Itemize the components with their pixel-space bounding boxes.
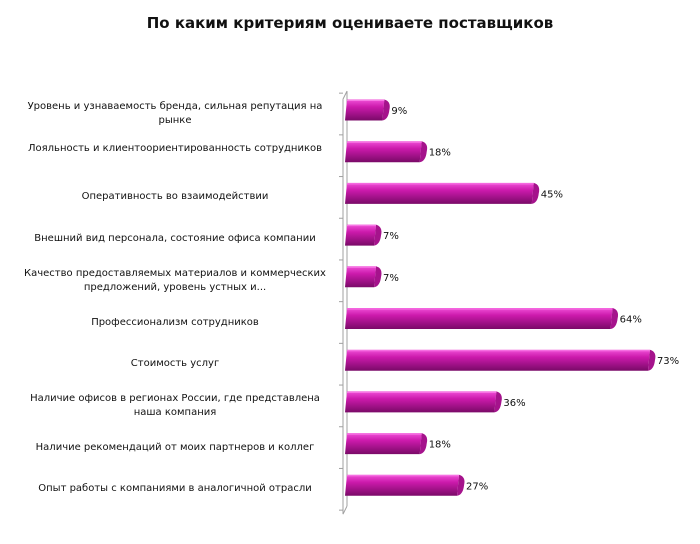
bar <box>345 141 422 163</box>
bar <box>345 182 534 204</box>
bar <box>345 433 422 455</box>
value-label: 73% <box>657 356 679 367</box>
value-label: 9% <box>391 106 407 117</box>
bar <box>345 391 497 413</box>
value-label: 7% <box>383 273 399 284</box>
value-label: 18% <box>429 440 451 451</box>
chart-title: По каким критериям оцениваете поставщико… <box>146 14 554 32</box>
value-labels: 9% 18% 45% 7% 7% 64% 73% 36% 18% 27% <box>383 106 679 492</box>
value-label: 27% <box>466 481 488 492</box>
bar <box>345 308 613 329</box>
bar-cap <box>419 141 428 163</box>
value-label: 36% <box>503 398 525 409</box>
bar-cap <box>374 224 382 246</box>
category-label: Уровень и узнаваемость бренда, сильная р… <box>27 101 323 126</box>
bar <box>345 266 377 288</box>
bar-cap <box>374 266 382 288</box>
bar <box>345 224 377 246</box>
value-label: 45% <box>541 189 563 200</box>
bar-cap <box>494 391 502 413</box>
value-label: 7% <box>383 231 399 242</box>
bar-cap <box>382 99 390 121</box>
bar-cap <box>610 308 619 329</box>
category-label: Наличие офисов в регионах России, где пр… <box>30 392 320 418</box>
value-label: 64% <box>620 315 642 326</box>
value-label: 18% <box>429 148 451 159</box>
category-label: Внешний вид персонала, состояние офиса к… <box>34 233 316 245</box>
bar-cap <box>531 182 540 204</box>
category-label: Лояльность и клиентоориентированность со… <box>28 142 322 154</box>
category-label: Оперативность во взаимодействии <box>81 191 269 203</box>
category-label: Профессионализм сотрудников <box>91 316 259 328</box>
bar-series <box>345 99 656 496</box>
bar <box>345 99 385 121</box>
category-label: Наличие рекомендаций от моих партнеров и… <box>35 441 315 453</box>
category-label: Опыт работы с компаниями в аналогичной о… <box>38 483 312 495</box>
axis-bottom-edge <box>342 505 348 515</box>
bar <box>345 349 650 371</box>
bar-cap <box>419 433 428 455</box>
category-label: Качество предоставляемых материалов и ко… <box>24 267 326 293</box>
bar <box>345 474 460 496</box>
bar-cap <box>647 349 656 371</box>
axis-top-edge <box>342 90 348 100</box>
bar-cap <box>457 474 465 496</box>
category-label: Стоимость услуг <box>130 358 220 370</box>
